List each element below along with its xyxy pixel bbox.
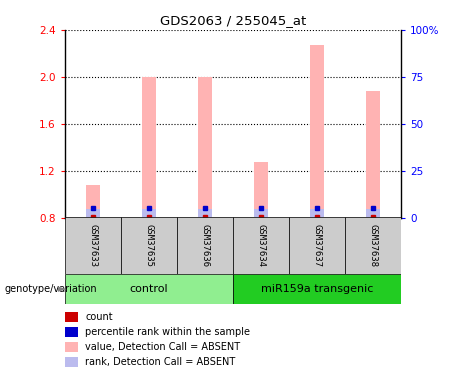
Bar <box>345 217 401 274</box>
Text: GSM37637: GSM37637 <box>313 224 321 267</box>
Text: GSM37633: GSM37633 <box>88 224 97 267</box>
Bar <box>289 217 345 274</box>
Bar <box>177 217 233 274</box>
Text: GSM37634: GSM37634 <box>256 224 266 267</box>
Bar <box>254 162 268 218</box>
Text: count: count <box>85 312 113 322</box>
Bar <box>142 77 156 218</box>
Bar <box>198 209 212 218</box>
Text: GSM37635: GSM37635 <box>144 224 153 267</box>
Bar <box>366 209 380 218</box>
Text: ►: ► <box>58 284 66 294</box>
Bar <box>233 217 289 274</box>
Text: percentile rank within the sample: percentile rank within the sample <box>85 327 250 337</box>
Bar <box>310 45 324 218</box>
Bar <box>65 274 233 304</box>
Bar <box>86 185 100 218</box>
Bar <box>233 274 401 304</box>
Text: GSM37638: GSM37638 <box>368 224 378 267</box>
Bar <box>254 209 268 218</box>
Bar <box>198 77 212 218</box>
Text: control: control <box>130 284 168 294</box>
Bar <box>86 209 100 218</box>
Bar <box>142 209 156 218</box>
Text: miR159a transgenic: miR159a transgenic <box>261 284 373 294</box>
Bar <box>310 209 324 218</box>
Bar <box>366 91 380 218</box>
Bar <box>121 217 177 274</box>
Text: GSM37636: GSM37636 <box>200 224 209 267</box>
Bar <box>65 217 121 274</box>
Text: value, Detection Call = ABSENT: value, Detection Call = ABSENT <box>85 342 240 352</box>
Text: rank, Detection Call = ABSENT: rank, Detection Call = ABSENT <box>85 357 236 367</box>
Title: GDS2063 / 255045_at: GDS2063 / 255045_at <box>160 15 306 27</box>
Text: genotype/variation: genotype/variation <box>5 284 97 294</box>
